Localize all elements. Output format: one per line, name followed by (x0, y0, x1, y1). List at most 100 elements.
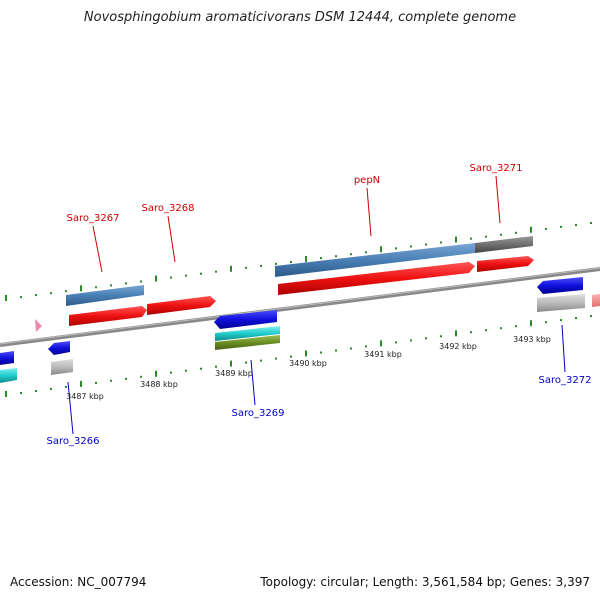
reverse-tick (95, 381, 97, 384)
forward-tick (185, 274, 187, 277)
leader-line-saro-3267 (92, 225, 103, 273)
pink-feature-right-edge[interactable] (592, 294, 600, 307)
reverse-tick (560, 319, 562, 322)
reverse-tick (380, 340, 382, 347)
forward-tick (515, 231, 517, 234)
reverse-tick (125, 377, 127, 380)
reverse-tick (530, 320, 532, 327)
gene-label-saro-3267[interactable]: Saro_3267 (67, 213, 120, 224)
cds-arrow-saro-3272[interactable] (537, 277, 583, 294)
forward-tick (290, 261, 292, 263)
reverse-tick (500, 327, 502, 330)
reverse-tick (200, 367, 202, 370)
reverse-tick (80, 380, 82, 387)
forward-tick-row (5, 222, 592, 301)
leader-line-pepn (366, 187, 372, 237)
reverse-tick (5, 391, 7, 397)
forward-tick (320, 257, 322, 260)
gene-feature-pepn[interactable] (275, 243, 475, 277)
gene-feature-saro-3271[interactable] (475, 236, 533, 253)
reverse-tick (395, 341, 397, 344)
olive-feature-saro-3269[interactable] (215, 335, 280, 350)
reverse-tick (170, 371, 172, 374)
forward-tick (125, 282, 127, 285)
forward-tick (575, 224, 577, 226)
reverse-tick (440, 335, 442, 338)
forward-tick (35, 294, 37, 297)
forward-tick (275, 262, 277, 265)
genome-summary-text: Topology: circular; Length: 3,561,584 bp… (260, 575, 590, 589)
reverse-tick (140, 375, 142, 378)
cds-arrow-saro-3266[interactable] (48, 341, 70, 355)
accession-text: Accession: NC_007794 (10, 575, 147, 589)
forward-tick (425, 243, 427, 246)
cyan-feature-left-edge[interactable] (0, 368, 17, 383)
forward-tick (410, 245, 412, 248)
gene-feature-saro-3267[interactable] (66, 285, 144, 306)
reverse-tick (110, 379, 112, 382)
gene-feature-saro-3272[interactable] (537, 294, 585, 312)
scale-label-3491: 3491 kbp (364, 350, 402, 359)
reverse-tick (365, 345, 367, 348)
gene-feature-saro-3266[interactable] (51, 359, 73, 375)
reverse-tick (185, 369, 187, 372)
cds-arrow-saro-3269[interactable] (214, 310, 277, 329)
reverse-tick (275, 357, 277, 360)
forward-tick (20, 296, 22, 299)
scale-label-3490: 3490 kbp (289, 359, 327, 368)
gene-label-saro-3269[interactable]: Saro_3269 (232, 408, 285, 419)
reverse-tick (260, 359, 262, 362)
reverse-tick (230, 360, 232, 367)
forward-tick (335, 255, 337, 258)
forward-tick (530, 226, 532, 233)
reverse-tick (305, 350, 307, 357)
scale-label-3487: 3487 kbp (66, 392, 104, 401)
reverse-tick (35, 390, 37, 392)
cds-arrow-saro-3268[interactable] (147, 296, 216, 315)
genome-backbone-highlight (0, 267, 600, 345)
forward-tick (5, 295, 7, 301)
reverse-tick-row (5, 315, 592, 397)
forward-tick (455, 236, 457, 243)
forward-tick (395, 247, 397, 250)
gene-label-saro-3266[interactable]: Saro_3266 (47, 436, 100, 447)
forward-tick (245, 266, 247, 269)
reverse-tick (485, 329, 487, 332)
reverse-tick (320, 351, 322, 354)
reverse-tick (515, 325, 517, 328)
forward-tick (470, 237, 472, 240)
gene-label-saro-3268[interactable]: Saro_3268 (142, 203, 195, 214)
cds-arrow-left-edge[interactable] (0, 351, 14, 365)
reverse-tick (410, 339, 412, 342)
reverse-tick (65, 385, 67, 388)
forward-tick (500, 233, 502, 236)
forward-tick (95, 286, 97, 289)
reverse-tick (50, 387, 52, 390)
forward-tick (485, 235, 487, 238)
reverse-tick (545, 321, 547, 324)
forward-tick (260, 264, 262, 267)
forward-tick (440, 241, 442, 244)
forward-tick (590, 222, 592, 224)
reverse-tick (470, 331, 472, 334)
genome-backbone (0, 267, 600, 347)
reverse-tick (155, 370, 157, 377)
forward-tick (65, 290, 67, 293)
leader-line-saro-3266 (67, 381, 74, 435)
reverse-tick (335, 349, 337, 352)
leader-line-saro-3268 (167, 215, 176, 263)
scale-label-3492: 3492 kbp (439, 342, 477, 351)
cds-arrow-saro-3271[interactable] (477, 256, 534, 272)
cyan-feature-saro-3269[interactable] (215, 326, 280, 341)
reverse-tick (290, 355, 292, 358)
cds-arrow-saro-3267[interactable] (69, 306, 147, 326)
reverse-tick (215, 365, 217, 368)
forward-tick (80, 285, 82, 292)
forward-tick (380, 246, 382, 253)
cds-arrow-pepn[interactable] (278, 262, 475, 295)
scale-label-3489: 3489 kbp (215, 369, 253, 378)
gene-label-saro-3271[interactable]: Saro_3271 (470, 163, 523, 174)
gene-label-saro-3272[interactable]: Saro_3272 (539, 375, 592, 386)
gene-label-pepn[interactable]: pepN (354, 175, 380, 186)
